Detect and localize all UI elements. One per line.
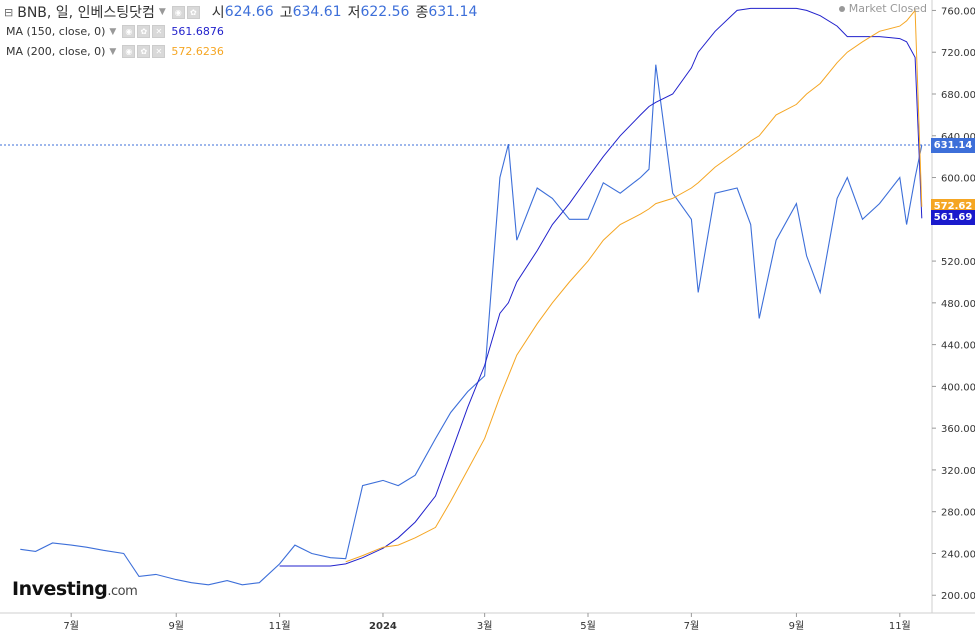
investing-logo: Investing.com (12, 578, 138, 600)
y-tick-label: 480.00 (941, 299, 975, 310)
collapse-icon[interactable]: ⊟ (4, 5, 14, 19)
symbol-title: BNB, 일, 인베스팅닷컴 (17, 5, 155, 21)
ma200-value: 572.6236 (171, 45, 224, 58)
visibility-icon[interactable]: ◉ (171, 5, 185, 19)
y-tick-label: 680.00 (941, 90, 975, 101)
open-label: 시 (211, 5, 225, 21)
chevron-down-icon[interactable]: ▼ (109, 46, 117, 57)
y-tick-label: 520.00 (941, 257, 975, 268)
y-tick-label: 360.00 (941, 424, 975, 435)
x-tick-label: 11월 (889, 620, 911, 632)
indicator-ma150: MA (150, close, 0) ▼ ◉ ✿ ✕ 561.6876 (6, 25, 224, 38)
indicator-ma200: MA (200, close, 0) ▼ ◉ ✿ ✕ 572.6236 (6, 45, 224, 58)
close-label: 종 (415, 5, 429, 21)
x-tick-label: 11월 (269, 620, 291, 632)
y-tick-label: 240.00 (941, 549, 975, 560)
y-tick-label: 720.00 (941, 48, 975, 59)
chart-header: ⊟ BNB, 일, 인베스팅닷컴 ▼ ◉ ✿ 시 624.66 고 634.61… (0, 2, 477, 22)
x-tick-label: 7월 (684, 620, 700, 632)
gear-icon[interactable]: ✿ (186, 5, 200, 19)
ma200-label: MA (200, close, 0) (6, 45, 106, 58)
status-dot-icon (838, 6, 845, 12)
x-tick-label: 5월 (580, 620, 596, 632)
chevron-down-icon[interactable]: ▼ (158, 7, 166, 17)
ma150-value: 561.6876 (171, 25, 224, 38)
low-label: 저 (347, 5, 361, 21)
close-icon[interactable]: ✕ (152, 25, 166, 38)
y-tick-label: 760.00 (941, 6, 975, 17)
y-tick-label: 400.00 (941, 382, 975, 393)
y-tick-label: 600.00 (941, 174, 975, 185)
ma200-price-tag: 572.62 (931, 198, 975, 214)
ma150-series-line (279, 7, 923, 567)
visibility-icon[interactable]: ◉ (122, 45, 136, 58)
x-tick-label: 9월 (168, 620, 184, 632)
close-icon[interactable]: ✕ (152, 45, 166, 58)
ma150-label: MA (150, close, 0) (6, 25, 106, 38)
x-tick-label: 7월 (63, 620, 79, 632)
y-tick-label: 640.00 (941, 132, 975, 143)
market-status: Market Closed (838, 2, 927, 15)
close-value: 631.14 (428, 4, 478, 20)
open-value: 624.66 (224, 4, 274, 20)
gear-icon[interactable]: ✿ (137, 45, 151, 58)
ma200-series-line (345, 9, 923, 563)
y-tick-label: 280.00 (941, 508, 975, 519)
y-tick-label: 320.00 (941, 466, 975, 477)
low-value: 622.56 (360, 4, 410, 20)
high-label: 고 (279, 5, 293, 21)
gear-icon[interactable]: ✿ (137, 25, 151, 38)
high-value: 634.61 (292, 4, 342, 20)
x-tick-label: 3월 (477, 620, 493, 632)
ma150-price-tag: 561.69 (931, 210, 975, 226)
chevron-down-icon[interactable]: ▼ (109, 26, 117, 37)
price-series-line (20, 64, 923, 586)
y-tick-label: 200.00 (941, 591, 975, 602)
x-tick-label: 2024 (369, 621, 397, 632)
x-tick-label: 9월 (789, 620, 805, 632)
y-tick-label: 440.00 (941, 341, 975, 352)
header-buttons: ◉ ✿ (171, 5, 200, 19)
visibility-icon[interactable]: ◉ (122, 25, 136, 38)
last-price-tag: 631.14 (931, 137, 975, 153)
